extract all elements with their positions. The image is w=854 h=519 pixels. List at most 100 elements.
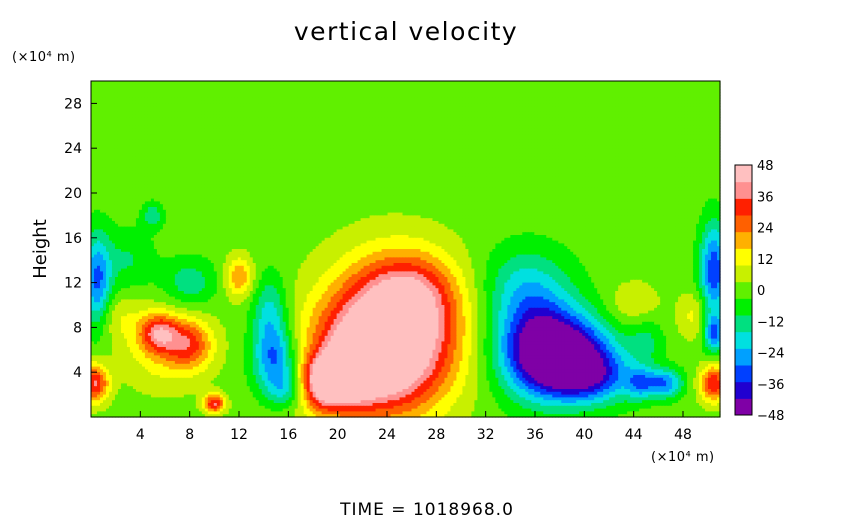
heatmap-cell xyxy=(528,117,532,121)
heatmap-cell xyxy=(495,120,499,124)
heatmap-cell xyxy=(201,83,206,88)
heatmap-cell xyxy=(507,89,511,93)
heatmap-cell xyxy=(675,97,679,102)
heatmap-cell xyxy=(357,120,362,124)
heatmap-cell xyxy=(291,95,296,99)
heatmap-cell xyxy=(489,106,493,110)
heatmap-cell xyxy=(91,109,95,113)
heatmap-cell xyxy=(441,111,446,116)
heatmap-cell xyxy=(288,103,293,107)
heatmap-cell xyxy=(708,95,712,99)
heatmap-cell xyxy=(462,109,467,113)
heatmap-cell xyxy=(543,97,547,102)
heatmap-cell xyxy=(315,86,320,90)
heatmap-cell xyxy=(513,83,517,88)
heatmap-cell xyxy=(282,106,287,110)
heatmap-cell xyxy=(177,111,182,116)
heatmap-cell xyxy=(105,120,110,124)
heatmap-cell xyxy=(333,100,338,104)
heatmap-cell xyxy=(522,125,526,130)
heatmap-cell xyxy=(336,111,341,116)
heatmap-cell xyxy=(159,123,164,127)
heatmap-cell xyxy=(423,83,428,88)
heatmap-cell xyxy=(456,86,461,90)
heatmap-cell xyxy=(348,114,353,118)
heatmap-cell xyxy=(582,92,586,96)
heatmap-cell xyxy=(261,95,266,99)
heatmap-cell xyxy=(651,109,655,113)
heatmap-cell xyxy=(591,117,595,121)
heatmap-cell xyxy=(354,125,359,130)
heatmap-cell xyxy=(228,123,233,127)
heatmap-cell xyxy=(240,89,245,93)
heatmap-cell xyxy=(453,86,458,90)
heatmap-cell xyxy=(372,128,377,132)
heatmap-cell xyxy=(642,103,646,107)
heatmap-cell xyxy=(324,117,329,121)
heatmap-cell xyxy=(690,100,694,104)
heatmap-cell xyxy=(189,100,194,104)
heatmap-cell xyxy=(141,111,146,116)
heatmap-cell xyxy=(165,97,170,102)
heatmap-cell xyxy=(486,123,490,127)
heatmap-cell xyxy=(498,92,502,96)
heatmap-cell xyxy=(474,109,478,113)
heatmap-cell xyxy=(534,81,538,85)
heatmap-cell xyxy=(468,95,472,99)
heatmap-cell xyxy=(168,106,173,110)
heatmap-cell xyxy=(94,120,98,124)
heatmap-cell xyxy=(624,114,628,118)
heatmap-cell xyxy=(387,125,392,130)
heatmap-cell xyxy=(252,106,257,110)
heatmap-cell xyxy=(282,114,287,118)
heatmap-cell xyxy=(555,114,559,118)
heatmap-cell xyxy=(489,109,493,113)
heatmap-cell xyxy=(483,117,487,121)
heatmap-cell xyxy=(96,100,101,104)
heatmap-cell xyxy=(447,123,452,127)
heatmap-cell xyxy=(288,111,293,116)
heatmap-cell xyxy=(429,103,434,107)
heatmap-cell xyxy=(372,92,377,96)
heatmap-cell xyxy=(606,97,610,102)
heatmap-cell xyxy=(432,81,437,85)
heatmap-cell xyxy=(555,100,559,104)
heatmap-cell xyxy=(297,97,302,102)
heatmap-cell xyxy=(345,97,350,102)
heatmap-cell xyxy=(234,111,239,116)
heatmap-cell xyxy=(111,97,116,102)
heatmap-cell xyxy=(225,106,230,110)
heatmap-cell xyxy=(708,92,712,96)
heatmap-cell xyxy=(711,111,715,116)
heatmap-cell xyxy=(615,86,619,90)
heatmap-cell xyxy=(621,109,625,113)
heatmap-cell xyxy=(711,120,715,124)
heatmap-cell xyxy=(258,89,263,93)
heatmap-cell xyxy=(327,89,332,93)
heatmap-cell xyxy=(207,109,212,113)
heatmap-cell xyxy=(306,92,311,96)
heatmap-cell xyxy=(243,125,248,130)
heatmap-cell xyxy=(561,117,565,121)
heatmap-cell xyxy=(546,103,550,107)
heatmap-cell xyxy=(237,114,242,118)
heatmap-cell xyxy=(213,83,218,88)
heatmap-cell xyxy=(465,109,469,113)
heatmap-cell xyxy=(405,111,410,116)
heatmap-cell xyxy=(282,92,287,96)
heatmap-cell xyxy=(288,128,293,132)
heatmap-cell xyxy=(423,128,428,132)
heatmap-cell xyxy=(381,81,386,85)
heatmap-cell xyxy=(429,128,434,132)
heatmap-cell xyxy=(441,109,446,113)
heatmap-cell xyxy=(285,81,290,85)
heatmap-cell xyxy=(339,111,344,116)
heatmap-cell xyxy=(507,125,511,130)
heatmap-cell xyxy=(276,92,281,96)
heatmap-cell xyxy=(162,117,167,121)
heatmap-cell xyxy=(393,103,398,107)
heatmap-cell xyxy=(117,86,122,90)
heatmap-cell xyxy=(96,123,101,127)
heatmap-cell xyxy=(414,128,419,132)
heatmap-cell xyxy=(183,83,188,88)
